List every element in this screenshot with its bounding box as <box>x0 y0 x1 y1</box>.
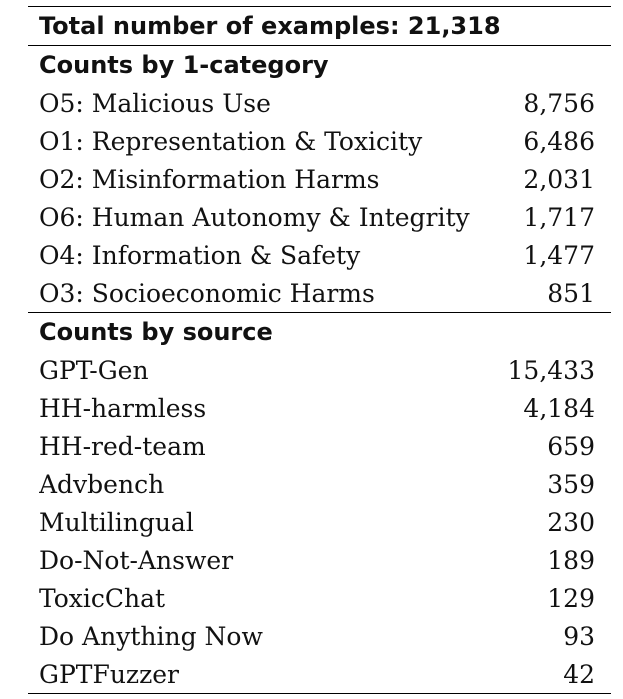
row-value: 4,184 <box>523 393 595 423</box>
table-row: O4: Information & Safety 1,477 <box>28 236 611 274</box>
row-value: 1,717 <box>523 202 595 232</box>
table-title-text: Total number of examples: 21,318 <box>39 12 501 40</box>
counts-table: Total number of examples: 21,318 Counts … <box>28 6 611 694</box>
row-label: Do-Not-Answer <box>39 545 234 575</box>
table-row: O3: Socioeconomic Harms 851 <box>28 274 611 312</box>
row-label: Advbench <box>39 469 165 499</box>
row-value: 6,486 <box>523 126 595 156</box>
row-value: 15,433 <box>507 355 595 385</box>
table-row: Do-Not-Answer 189 <box>28 541 611 579</box>
category-heading: Counts by 1-category <box>28 46 611 84</box>
row-label: HH-harmless <box>39 393 207 423</box>
table-row: ToxicChat 129 <box>28 579 611 617</box>
table-row: GPTFuzzer 42 <box>28 655 611 693</box>
category-rows: O5: Malicious Use 8,756 O1: Representati… <box>28 84 611 312</box>
row-label: O5: Malicious Use <box>39 88 271 118</box>
row-value: 1,477 <box>523 240 595 270</box>
row-label: ToxicChat <box>39 583 166 613</box>
row-label: Multilingual <box>39 507 194 537</box>
table-row: Multilingual 230 <box>28 503 611 541</box>
table-row: GPT-Gen 15,433 <box>28 351 611 389</box>
row-value: 851 <box>547 278 595 308</box>
row-label: GPT-Gen <box>39 355 149 385</box>
row-label: Do Anything Now <box>39 621 263 651</box>
row-value: 129 <box>547 583 595 613</box>
row-value: 93 <box>563 621 595 651</box>
table-row: O5: Malicious Use 8,756 <box>28 84 611 122</box>
row-value: 230 <box>547 507 595 537</box>
row-value: 359 <box>547 469 595 499</box>
row-label: O6: Human Autonomy & Integrity <box>39 202 470 232</box>
table-row: Do Anything Now 93 <box>28 617 611 655</box>
row-label: O3: Socioeconomic Harms <box>39 278 375 308</box>
source-rows: GPT-Gen 15,433 HH-harmless 4,184 HH-red-… <box>28 351 611 693</box>
row-value: 189 <box>547 545 595 575</box>
row-label: HH-red-team <box>39 431 206 461</box>
table-title: Total number of examples: 21,318 <box>28 7 611 45</box>
section-rule <box>28 312 611 313</box>
row-label: O1: Representation & Toxicity <box>39 126 423 156</box>
title-rule <box>28 45 611 46</box>
row-label: O2: Misinformation Harms <box>39 164 380 194</box>
table-row: O1: Representation & Toxicity 6,486 <box>28 122 611 160</box>
source-heading: Counts by source <box>28 313 611 351</box>
row-value: 2,031 <box>523 164 595 194</box>
table-row: HH-harmless 4,184 <box>28 389 611 427</box>
bottom-rule <box>28 693 611 694</box>
source-section: Counts by source GPT-Gen 15,433 HH-harml… <box>28 313 611 693</box>
table-row: O2: Misinformation Harms 2,031 <box>28 160 611 198</box>
source-heading-text: Counts by source <box>39 318 273 346</box>
table-row: O6: Human Autonomy & Integrity 1,717 <box>28 198 611 236</box>
category-section: Counts by 1-category O5: Malicious Use 8… <box>28 46 611 312</box>
table-row: HH-red-team 659 <box>28 427 611 465</box>
row-value: 659 <box>547 431 595 461</box>
row-label: GPTFuzzer <box>39 659 180 689</box>
row-label: O4: Information & Safety <box>39 240 361 270</box>
row-value: 42 <box>563 659 595 689</box>
top-rule <box>28 6 611 7</box>
table-row: Advbench 359 <box>28 465 611 503</box>
row-value: 8,756 <box>523 88 595 118</box>
category-heading-text: Counts by 1-category <box>39 51 329 79</box>
